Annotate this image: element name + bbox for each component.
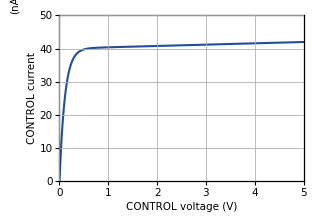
X-axis label: CONTROL voltage (V): CONTROL voltage (V) xyxy=(126,202,237,212)
Y-axis label: CONTROL current: CONTROL current xyxy=(27,52,37,144)
Text: (nA): (nA) xyxy=(9,0,19,14)
